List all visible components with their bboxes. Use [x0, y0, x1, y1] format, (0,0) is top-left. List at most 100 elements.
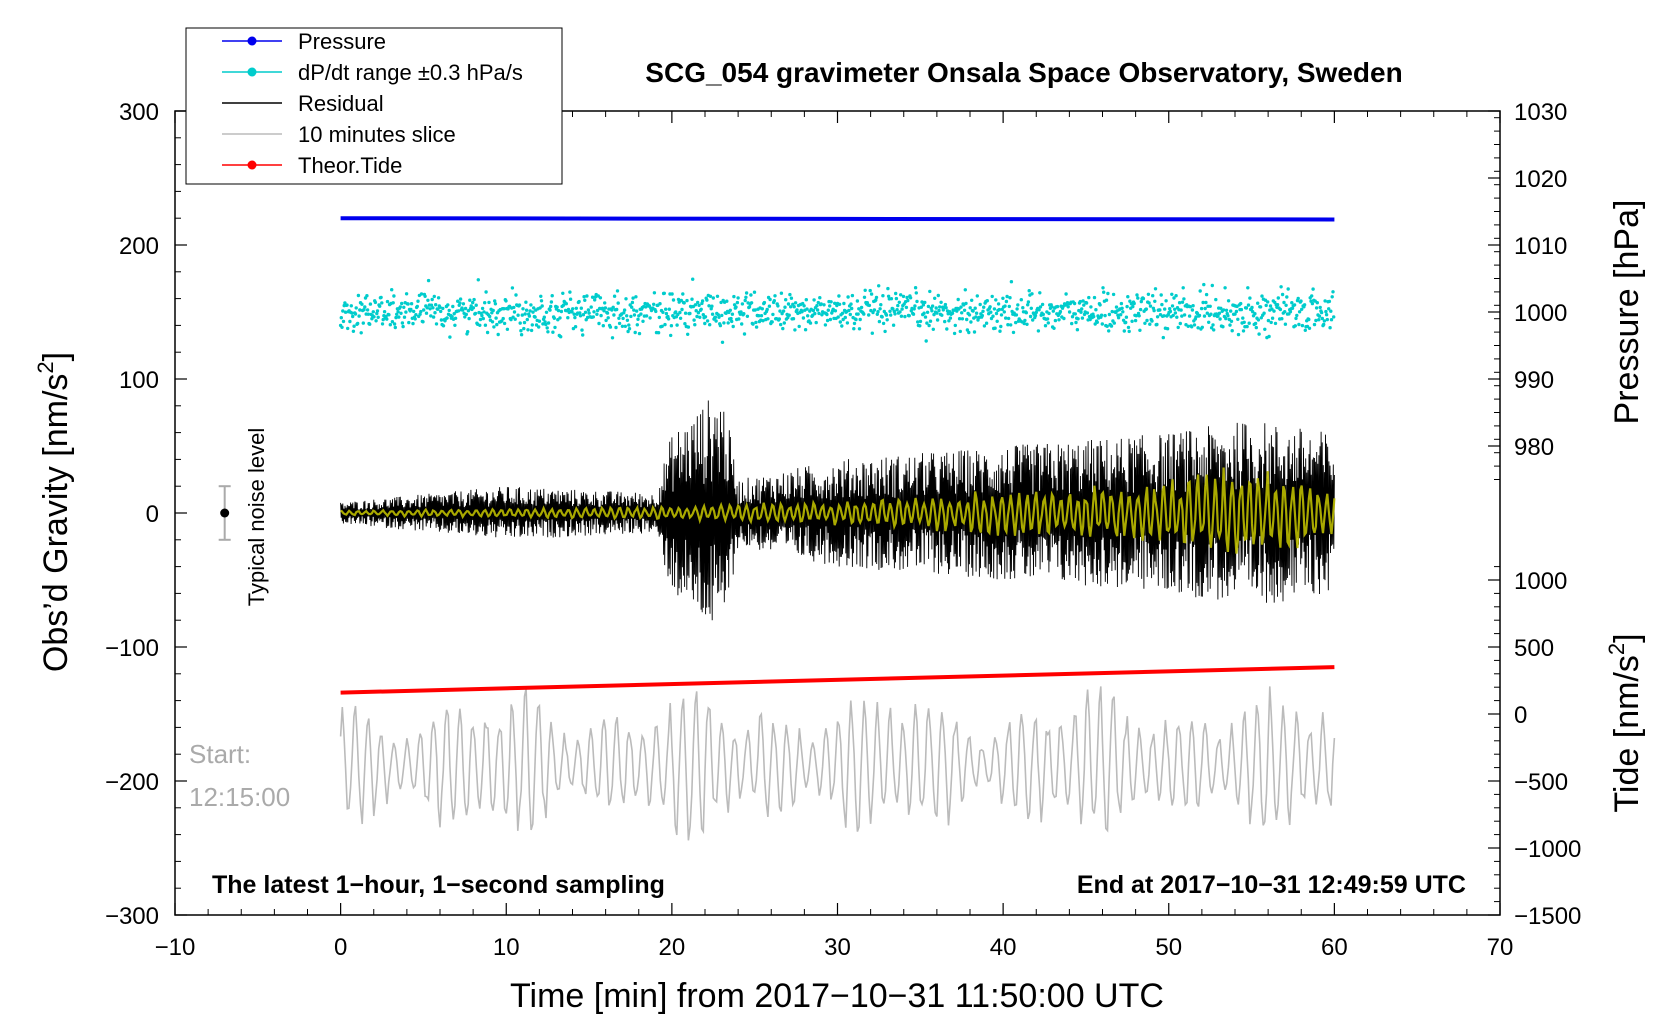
dpdt-point — [1314, 318, 1318, 323]
dpdt-point — [1168, 309, 1173, 314]
dpdt-point — [578, 311, 582, 315]
dpdt-point — [1084, 301, 1089, 305]
dpdt-point — [959, 305, 963, 309]
dpdt-point — [589, 305, 593, 309]
dpdt-point — [349, 304, 353, 308]
dpdt-point — [529, 303, 533, 307]
dpdt-point — [737, 317, 741, 321]
dpdt-point — [393, 325, 397, 330]
dpdt-point — [637, 331, 642, 336]
dpdt-point — [1317, 318, 1321, 322]
dpdt-point — [404, 310, 408, 314]
dpdt-point — [991, 314, 995, 318]
dpdt-point — [852, 321, 857, 326]
dpdt-point — [483, 323, 488, 327]
dpdt-point — [843, 315, 847, 320]
dpdt-point — [855, 299, 860, 303]
dpdt-point — [801, 316, 806, 320]
dpdt-point — [458, 301, 462, 305]
dpdt-point — [468, 298, 472, 302]
dpdt-point — [1122, 329, 1127, 333]
dpdt-point — [579, 306, 583, 310]
dpdt-point — [761, 319, 765, 323]
dpdt-point — [934, 306, 938, 310]
dpdt-point — [406, 302, 410, 306]
dpdt-point — [574, 306, 578, 310]
dpdt-point — [776, 304, 780, 308]
dpdt-point — [1233, 312, 1237, 316]
dpdt-point — [598, 296, 603, 300]
series-pressure — [340, 216, 1335, 222]
dpdt-point — [856, 312, 860, 316]
dpdt-point — [358, 308, 362, 312]
dpdt-point — [1320, 316, 1325, 321]
dpdt-point — [960, 311, 964, 315]
dpdt-point — [771, 312, 775, 317]
dpdt-point — [632, 313, 637, 317]
dpdt-point — [528, 309, 532, 313]
dpdt-point — [446, 303, 450, 307]
dpdt-point — [488, 314, 492, 319]
dpdt-point — [825, 318, 830, 323]
dpdt-point — [1228, 323, 1232, 327]
legend-label: Theor.Tide — [298, 153, 402, 178]
tide-tick-label: 500 — [1514, 635, 1554, 662]
dpdt-point — [1256, 301, 1260, 305]
dpdt-point — [350, 311, 354, 315]
dpdt-point — [1007, 304, 1011, 309]
dpdt-point — [481, 316, 485, 321]
dpdt-point — [791, 317, 796, 321]
dpdt-point — [360, 302, 364, 306]
dpdt-point — [391, 301, 395, 305]
dpdt-point — [1173, 307, 1177, 311]
dpdt-point — [431, 315, 436, 319]
dpdt-point — [1236, 317, 1240, 321]
dpdt-point — [580, 328, 584, 332]
dpdt-point — [523, 312, 527, 316]
dpdt-point — [518, 321, 522, 325]
dpdt-point — [805, 307, 809, 311]
dpdt-point — [525, 317, 529, 322]
legend-label: 10 minutes slice — [298, 122, 456, 147]
dpdt-point — [784, 298, 788, 302]
x-tick-label: 50 — [1155, 934, 1182, 961]
dpdt-point — [708, 294, 713, 298]
dpdt-point — [476, 278, 480, 282]
dpdt-point — [512, 310, 517, 314]
pressure-tick-label: 980 — [1514, 434, 1554, 461]
dpdt-point — [1153, 299, 1157, 303]
dpdt-point — [1120, 306, 1124, 310]
dpdt-point — [1300, 323, 1305, 328]
y-axis-label-tide-close: ] — [1608, 633, 1646, 642]
dpdt-point — [374, 319, 378, 323]
dpdt-point — [1028, 314, 1033, 319]
dpdt-point — [430, 297, 434, 302]
dpdt-point — [615, 307, 619, 312]
dpdt-point — [550, 294, 554, 298]
dpdt-point — [1160, 302, 1164, 307]
dpdt-point — [351, 314, 355, 319]
dpdt-point — [581, 313, 586, 317]
dpdt-point — [1019, 298, 1023, 302]
dpdt-point — [1221, 325, 1225, 329]
dpdt-point — [1239, 307, 1244, 312]
dpdt-point — [385, 299, 390, 304]
dpdt-point — [1196, 326, 1200, 330]
dpdt-point — [1006, 323, 1010, 327]
dpdt-point — [453, 323, 457, 327]
dpdt-point — [583, 310, 588, 314]
tide-tick-label: −1500 — [1514, 903, 1581, 930]
dpdt-point — [1092, 295, 1097, 300]
dpdt-point — [605, 311, 610, 315]
dpdt-point — [1267, 334, 1271, 339]
dpdt-point — [740, 322, 744, 326]
dpdt-point — [1067, 310, 1072, 314]
dpdt-point — [1226, 299, 1231, 303]
dpdt-point — [526, 328, 530, 332]
dpdt-point — [606, 316, 610, 320]
dpdt-point — [1175, 315, 1179, 319]
dpdt-point — [1285, 295, 1289, 299]
dpdt-point — [1230, 329, 1234, 333]
dpdt-point — [800, 310, 804, 314]
end-time-note: End at 2017−10−31 12:49:59 UTC — [1077, 871, 1466, 899]
